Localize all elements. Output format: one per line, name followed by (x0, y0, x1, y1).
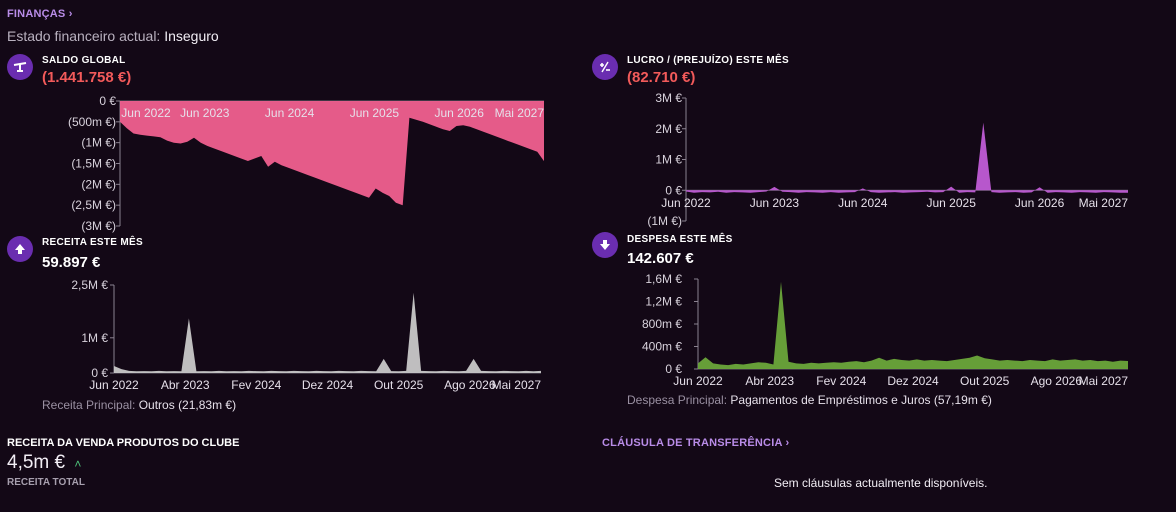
receita-main-label: Receita Principal: (42, 398, 136, 412)
status-label: Estado financeiro actual: (7, 28, 161, 44)
arrow-down-icon (592, 232, 618, 258)
receita-y-tick-label: 1M € (81, 331, 108, 345)
saldo-x-tick-label: Jun 2026 (435, 106, 485, 120)
transfer-clause-label: CLÁUSULA DE TRANSFERÊNCIA (602, 437, 783, 449)
receita-x-tick-label: Mai 2027 (492, 378, 542, 392)
lucro-y-tick-label: 3M € (655, 91, 682, 105)
receita-main-source: Receita Principal: Outros (21,83m €) (42, 398, 236, 412)
despesa-x-tick-label: Dez 2024 (887, 374, 939, 388)
lucro-area-series (686, 122, 1128, 193)
saldo-y-tick-label: (1M €) (81, 136, 116, 150)
lucro-title: LUCRO / (PREJUÍZO) ESTE MÊS (627, 55, 790, 66)
financial-status: Estado financeiro actual: Inseguro (7, 28, 219, 44)
despesa-title: DESPESA ESTE MÊS (627, 234, 733, 245)
receita-y-tick-label: 0 € (91, 366, 108, 380)
finances-link-label: FINANÇAS (7, 8, 66, 20)
receita-x-tick-label: Ago 2026 (444, 378, 496, 392)
saldo-x-tick-label: Jun 2025 (350, 106, 400, 120)
saldo-area-series (120, 101, 544, 206)
club-sales-value: 4,5m € ˄ (7, 452, 81, 474)
saldo-y-tick-label: (500m €) (68, 115, 116, 129)
saldo-chart[interactable]: 0 € (500m €) (1M €) (1,5M €) (2M €) (2,5M €) (… (0, 88, 580, 238)
lucro-y-tick-label: (1M €) (647, 214, 682, 228)
receita-area-series (114, 292, 541, 373)
transfer-empty-message: Sem cláusulas actualmente disponíveis. (774, 476, 988, 490)
despesa-y-tick-label: 400m € (642, 340, 682, 354)
receita-value: 59.897 € (42, 254, 101, 271)
lucro-x-tick-label: Jun 2023 (750, 196, 800, 210)
lucro-x-tick-label: Mai 2027 (1079, 196, 1129, 210)
despesa-x-tick-label: Fev 2024 (816, 374, 866, 388)
lucro-y-tick-label: 0 € (665, 183, 682, 197)
lucro-y-tick-label: 1M € (655, 153, 682, 167)
saldo-title: SALDO GLOBAL (42, 55, 126, 66)
despesa-y-tick-label: 1,6M € (645, 272, 682, 286)
despesa-y-tick-label: 800m € (642, 317, 682, 331)
club-sales-title: RECEITA DA VENDA PRODUTOS DO CLUBE (7, 437, 240, 449)
despesa-x-tick-label: Jun 2022 (673, 374, 723, 388)
lucro-y-tick-label: 2M € (655, 122, 682, 136)
despesa-main-source: Despesa Principal: Pagamentos de Emprést… (627, 393, 992, 407)
receita-x-tick-label: Fev 2024 (231, 378, 281, 392)
scale-icon (7, 54, 33, 80)
despesa-x-tick-label: Out 2025 (960, 374, 1010, 388)
despesa-y-tick-label: 0 € (665, 362, 682, 376)
chevron-right-icon: › (68, 8, 73, 20)
despesa-y-tick-label: 1,2M € (645, 295, 682, 309)
receita-y-tick-label: 2,5M € (71, 278, 108, 292)
saldo-y-tick-label: (3M €) (81, 219, 116, 233)
saldo-value: (1.441.758 €) (42, 69, 132, 86)
saldo-x-tick-label: Mai 2027 (495, 106, 545, 120)
transfer-clause-link[interactable]: CLÁUSULA DE TRANSFERÊNCIA › (602, 437, 789, 449)
despesa-main-value: Pagamentos de Empréstimos e Juros (57,19… (730, 393, 992, 407)
receita-main-value: Outros (21,83m €) (138, 398, 237, 412)
receita-x-tick-label: Out 2025 (374, 378, 424, 392)
despesa-area-series (698, 281, 1128, 369)
saldo-y-tick-label: (2M €) (81, 177, 116, 191)
lucro-x-tick-label: Jun 2025 (927, 196, 977, 210)
plus-minus-icon (592, 54, 618, 80)
despesa-x-tick-label: Ago 2026 (1031, 374, 1083, 388)
despesa-value: 142.607 € (627, 250, 694, 267)
despesa-x-tick-label: Mai 2027 (1079, 374, 1129, 388)
receita-x-tick-label: Abr 2023 (161, 378, 210, 392)
saldo-y-tick-label: (1,5M €) (71, 157, 116, 171)
caret-up-icon: ˄ (74, 457, 82, 471)
receita-x-tick-label: Jun 2022 (89, 378, 139, 392)
club-sales-amount: 4,5m € (7, 452, 66, 473)
saldo-y-tick-label: (2,5M €) (71, 198, 116, 212)
saldo-x-tick-label: Jun 2024 (265, 106, 315, 120)
despesa-chart[interactable]: 1,6M € 1,2M € 800m € 400m € 0 €Jun 2022 Abr 2… (585, 268, 1176, 392)
despesa-x-tick-label: Abr 2023 (745, 374, 794, 388)
club-sales-subtitle: RECEITA TOTAL (7, 477, 85, 488)
lucro-value: (82.710 €) (627, 69, 696, 86)
despesa-main-label: Despesa Principal: (627, 393, 728, 407)
chevron-right-icon: › (785, 437, 790, 449)
finances-link[interactable]: FINANÇAS › (7, 8, 73, 20)
lucro-x-tick-label: Jun 2026 (1015, 196, 1065, 210)
lucro-chart[interactable]: 3M € 2M € 1M € 0 € (1M €) Jun 2022 Jun 2023 Jun… (585, 88, 1176, 238)
receita-title: RECEITA ESTE MÊS (42, 237, 143, 248)
status-value: Inseguro (164, 28, 219, 44)
receita-chart[interactable]: 2,5M € 1M € 0 €Jun 2022 Abr 2023 Fev 2024 Dez… (0, 272, 580, 394)
receita-x-tick-label: Dez 2024 (302, 378, 354, 392)
arrow-up-icon (7, 236, 33, 262)
saldo-x-tick-label: Jun 2023 (180, 106, 230, 120)
lucro-x-tick-label: Jun 2024 (838, 196, 888, 210)
lucro-x-tick-label: Jun 2022 (661, 196, 711, 210)
saldo-x-tick-label: Jun 2022 (121, 106, 171, 120)
saldo-y-tick-label: 0 € (99, 94, 116, 108)
